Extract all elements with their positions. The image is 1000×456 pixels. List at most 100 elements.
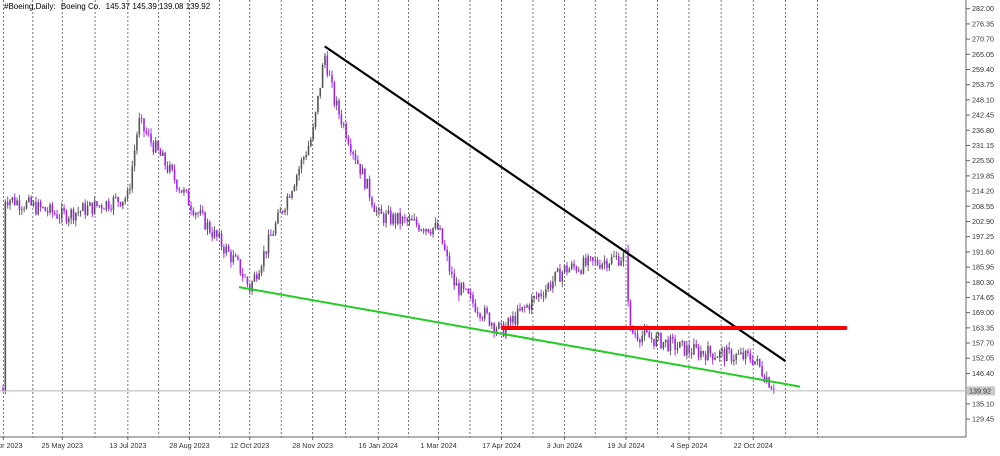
- y-tick-label: 197.25: [972, 232, 994, 241]
- candle-body: [350, 144, 352, 152]
- header-symbol: #Boeing,Daily:: [4, 2, 56, 11]
- candle-body: [690, 352, 693, 355]
- candle-body: [307, 145, 310, 155]
- candle-body: [204, 212, 206, 230]
- candle-body: [629, 301, 632, 327]
- candle-body: [479, 313, 481, 318]
- candle-body: [681, 341, 683, 342]
- candle-body: [234, 255, 237, 257]
- candle-body: [157, 140, 159, 150]
- price-axis: 282.00 276.35 270.70 265.05 259.40 253.75 248.…: [966, 4, 994, 424]
- candle-body: [11, 197, 14, 201]
- candle-body: [6, 201, 9, 206]
- current-price-label: 139.92: [969, 386, 991, 395]
- candle-body: [375, 210, 378, 212]
- candle-body: [749, 353, 752, 361]
- candle-body: [521, 306, 524, 311]
- candle-body: [711, 353, 714, 360]
- candle-body: [58, 218, 61, 220]
- candle-body: [124, 198, 126, 202]
- candle-body: [773, 389, 775, 391]
- candle-body: [100, 205, 103, 209]
- candle-body: [646, 329, 648, 332]
- candle-body: [526, 305, 528, 308]
- candle-body: [335, 100, 338, 106]
- candle-body: [394, 214, 397, 224]
- candle-body: [359, 163, 361, 175]
- candle-body: [159, 149, 162, 156]
- candle-body: [72, 209, 75, 221]
- candle-body: [314, 112, 317, 128]
- candle-body: [251, 281, 253, 292]
- candle-body: [549, 283, 552, 289]
- candle-body: [23, 208, 25, 210]
- x-tick-label: 25 May 2023: [41, 441, 83, 450]
- y-tick-label: 157.70: [972, 339, 994, 348]
- candle-body: [397, 212, 399, 224]
- candle-body: [627, 250, 629, 302]
- candle-body: [768, 377, 770, 388]
- candle-body: [35, 202, 37, 215]
- candle-body: [726, 347, 728, 362]
- candle-body: [173, 169, 176, 181]
- candle-body: [556, 268, 559, 272]
- candle-body: [563, 265, 566, 273]
- candle-body: [368, 178, 371, 198]
- candle-body: [542, 295, 545, 297]
- candle-body: [110, 208, 112, 210]
- candle-body: [469, 293, 472, 295]
- candle-body: [154, 140, 157, 153]
- candle-body: [91, 202, 94, 214]
- candle-body: [201, 210, 204, 213]
- candle-body: [300, 159, 303, 169]
- candle-body: [401, 217, 404, 224]
- candle-body: [303, 157, 305, 160]
- candle-body: [671, 336, 674, 339]
- candle-body: [662, 341, 665, 349]
- candle-body: [317, 95, 319, 113]
- candle-body: [79, 211, 82, 212]
- candle-body: [178, 189, 181, 191]
- candle-body: [131, 166, 134, 189]
- candle-body: [13, 197, 16, 205]
- candle-body: [244, 276, 246, 278]
- current-price-marker: 139.92: [0, 386, 995, 396]
- candle-body: [389, 210, 392, 224]
- candle-body: [105, 201, 108, 210]
- candle-body: [676, 347, 679, 350]
- candle-body: [21, 209, 23, 210]
- candle-body: [274, 223, 277, 235]
- y-tick-label: 225.50: [972, 156, 994, 165]
- candle-body: [361, 168, 364, 175]
- candle-body: [246, 277, 249, 285]
- candle-body: [422, 229, 425, 232]
- candle-body: [420, 229, 423, 231]
- candle-body: [364, 168, 366, 189]
- candle-body: [199, 210, 202, 214]
- candle-body: [474, 303, 477, 312]
- candle-body: [472, 294, 474, 304]
- candle-body: [256, 274, 258, 280]
- candle-body: [408, 218, 411, 222]
- candle-body: [451, 271, 453, 274]
- candle-body: [392, 214, 394, 224]
- y-tick-label: 265.05: [972, 50, 994, 59]
- candle-body: [660, 333, 662, 349]
- candle-body: [216, 230, 218, 237]
- candle-body: [281, 211, 284, 213]
- candle-body: [63, 208, 65, 212]
- candle-body: [709, 346, 712, 354]
- candle-body: [608, 263, 611, 269]
- candle-body: [150, 133, 152, 143]
- candle-body: [758, 358, 761, 367]
- candle-body: [723, 349, 726, 362]
- candle-body: [519, 308, 521, 311]
- candle-body: [693, 344, 695, 355]
- candle-body: [453, 273, 455, 286]
- candle-body: [737, 353, 740, 355]
- candle-body: [145, 131, 148, 134]
- candle-body: [37, 201, 40, 215]
- candle-body: [606, 260, 608, 269]
- candle-body: [51, 204, 54, 213]
